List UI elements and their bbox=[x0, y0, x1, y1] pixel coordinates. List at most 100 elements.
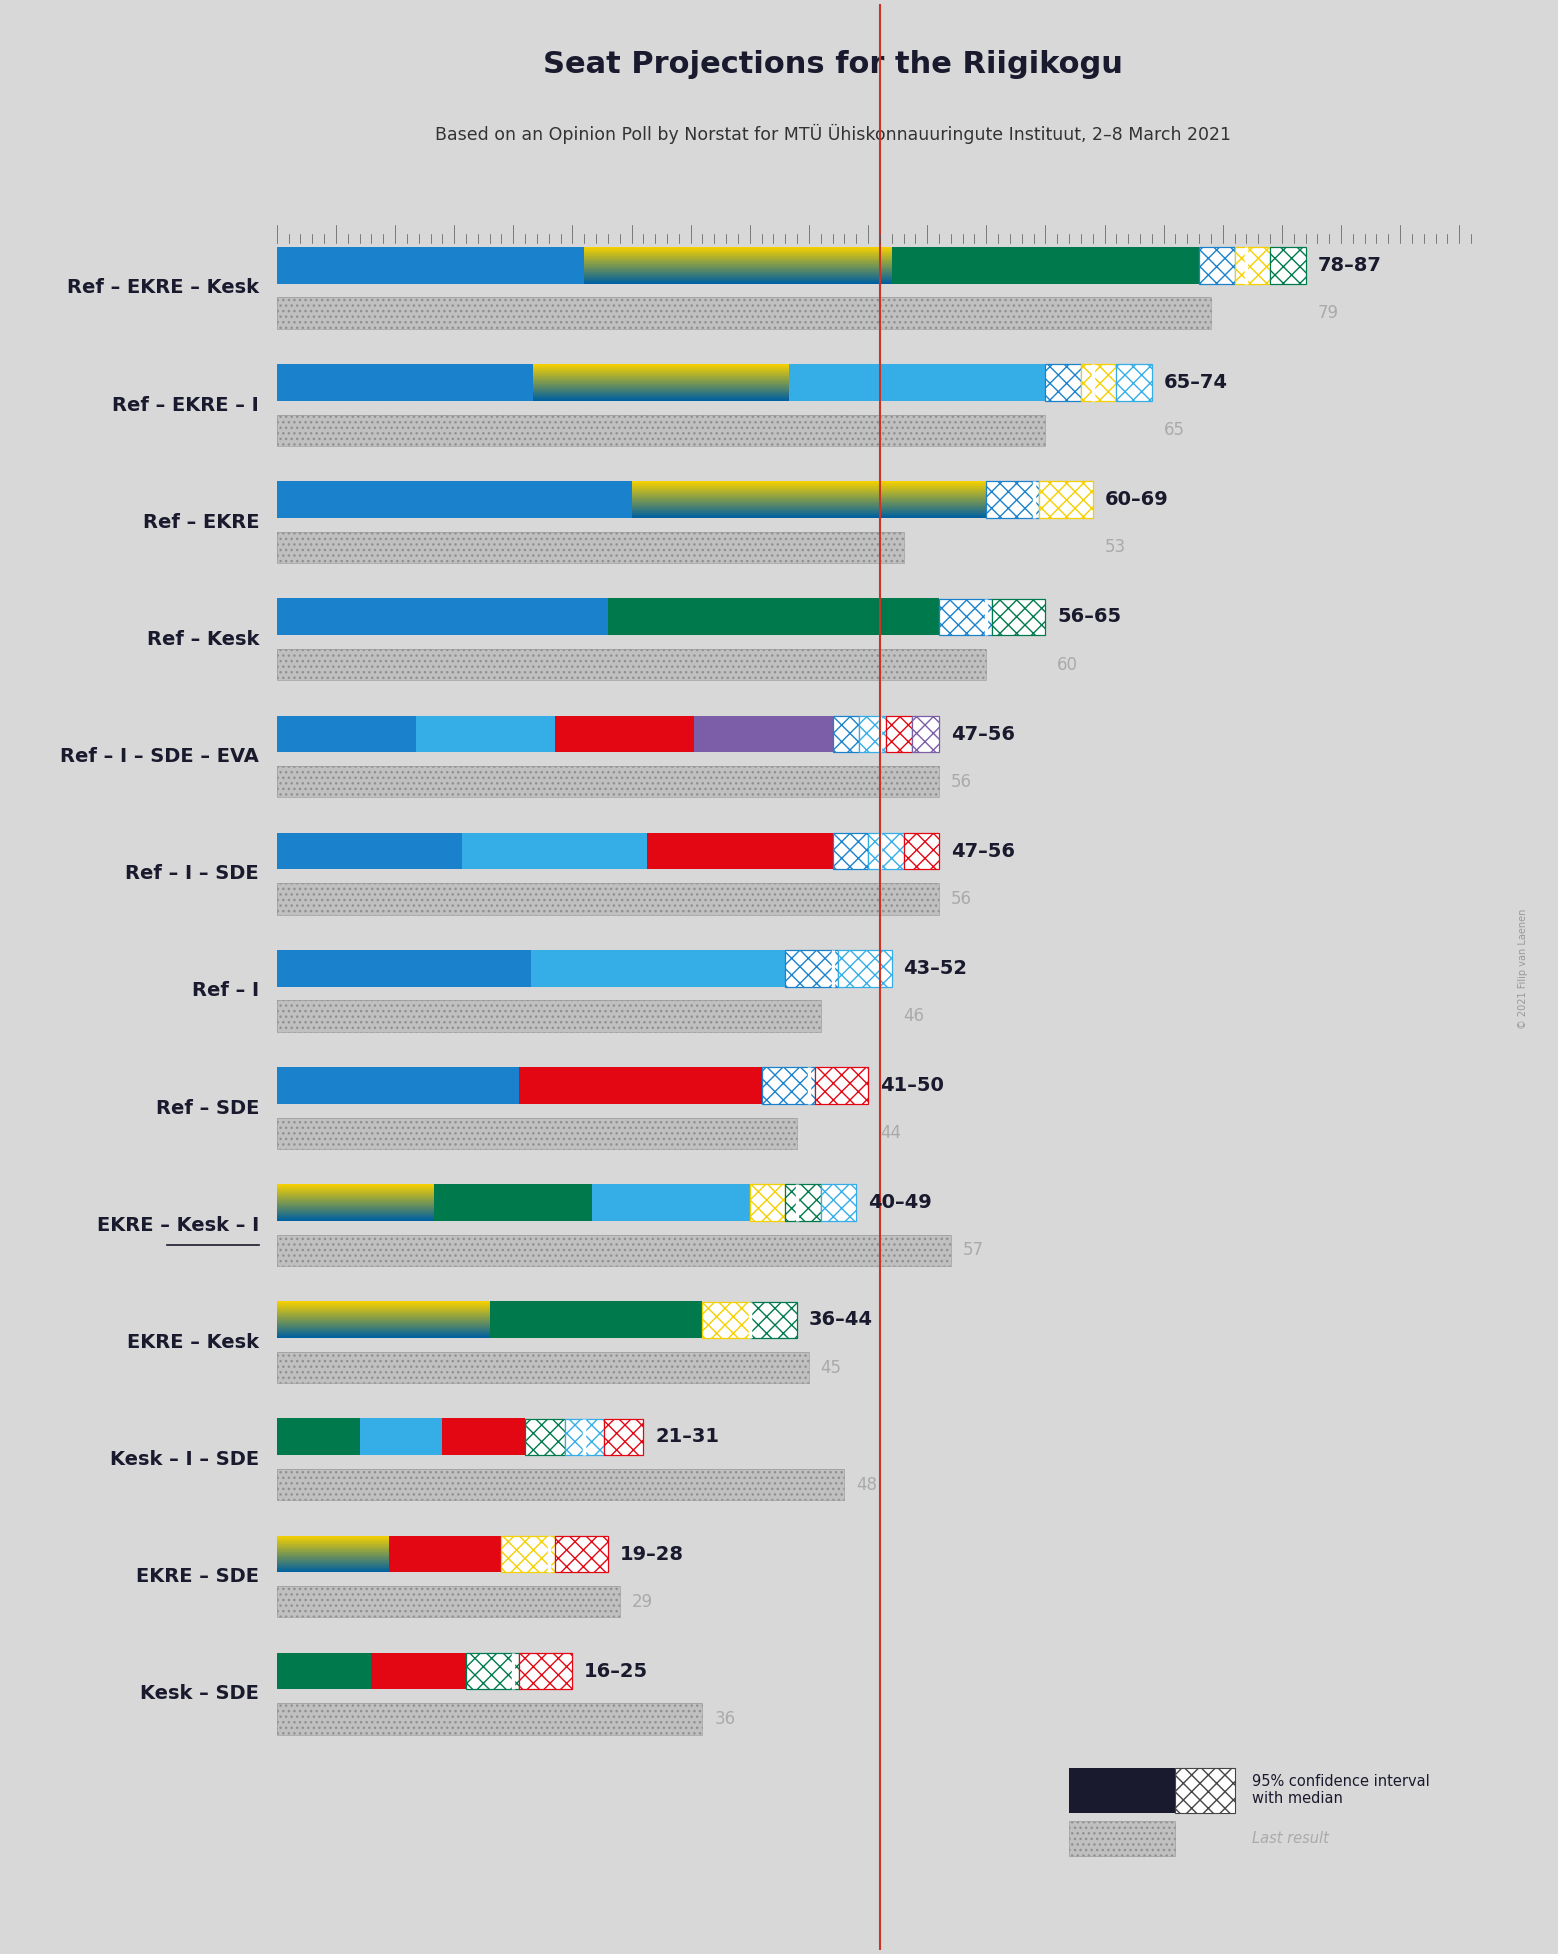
Bar bbox=[277, 883, 939, 914]
Bar bbox=[277, 297, 1211, 328]
Text: 44: 44 bbox=[880, 1124, 901, 1143]
Bar bbox=[785, 950, 838, 987]
Bar bbox=[277, 1587, 620, 1618]
Bar bbox=[277, 414, 1045, 446]
Text: Seat Projections for the Riigikogu: Seat Projections for the Riigikogu bbox=[542, 51, 1122, 80]
Bar bbox=[858, 715, 887, 752]
Bar bbox=[277, 1000, 821, 1032]
Text: Based on an Opinion Poll by Norstat for MTÜ Ühiskonnauuringute Instituut, 2–8 Ma: Based on an Opinion Poll by Norstat for … bbox=[435, 125, 1231, 145]
Bar bbox=[277, 649, 986, 680]
Bar bbox=[939, 598, 992, 635]
Text: 53: 53 bbox=[1105, 539, 1125, 557]
Text: Ref – I – SDE: Ref – I – SDE bbox=[126, 864, 259, 883]
Bar bbox=[277, 649, 986, 680]
Bar bbox=[605, 1419, 643, 1456]
Text: 40–49: 40–49 bbox=[868, 1194, 932, 1211]
Bar bbox=[868, 832, 904, 870]
Text: © 2021 Filip van Laenen: © 2021 Filip van Laenen bbox=[1519, 909, 1528, 1028]
Text: 36: 36 bbox=[714, 1710, 735, 1727]
Bar bbox=[277, 1352, 809, 1383]
Bar bbox=[1039, 481, 1092, 518]
Bar bbox=[277, 1000, 821, 1032]
Bar bbox=[564, 1419, 605, 1456]
Text: 78–87: 78–87 bbox=[1318, 256, 1382, 276]
Text: Last result: Last result bbox=[1253, 1831, 1329, 1847]
Text: 60–69: 60–69 bbox=[1105, 490, 1168, 510]
Bar bbox=[277, 1352, 809, 1383]
Bar bbox=[762, 1067, 815, 1104]
Text: 65–74: 65–74 bbox=[1164, 373, 1228, 393]
Text: Ref – EKRE – Kesk: Ref – EKRE – Kesk bbox=[67, 279, 259, 297]
Text: EKRE – Kesk – I: EKRE – Kesk – I bbox=[97, 1215, 259, 1235]
Bar bbox=[887, 715, 913, 752]
Text: EKRE – Kesk: EKRE – Kesk bbox=[128, 1333, 259, 1352]
Bar bbox=[832, 832, 868, 870]
Bar bbox=[277, 1704, 703, 1735]
Bar bbox=[1234, 246, 1270, 283]
Text: 60: 60 bbox=[1058, 657, 1078, 674]
Bar bbox=[838, 950, 891, 987]
Bar bbox=[277, 1235, 950, 1266]
Bar bbox=[1175, 1768, 1234, 1813]
Bar bbox=[277, 1587, 620, 1618]
Text: 21–31: 21–31 bbox=[656, 1428, 720, 1446]
Bar bbox=[466, 1653, 519, 1690]
Text: 36–44: 36–44 bbox=[809, 1311, 872, 1329]
Bar bbox=[986, 481, 1039, 518]
Bar bbox=[832, 715, 858, 752]
Bar bbox=[749, 1184, 785, 1221]
Text: 29: 29 bbox=[631, 1593, 653, 1610]
Text: Ref – EKRE: Ref – EKRE bbox=[143, 512, 259, 531]
Bar bbox=[749, 1301, 798, 1338]
Bar bbox=[821, 1184, 857, 1221]
Bar bbox=[992, 598, 1045, 635]
Bar bbox=[1069, 1821, 1175, 1856]
Text: 46: 46 bbox=[904, 1006, 924, 1026]
Text: 47–56: 47–56 bbox=[950, 842, 1014, 860]
Bar bbox=[815, 1067, 868, 1104]
Text: Ref – EKRE – I: Ref – EKRE – I bbox=[112, 395, 259, 414]
Bar bbox=[277, 531, 904, 563]
Text: 19–28: 19–28 bbox=[620, 1544, 684, 1563]
Text: 79: 79 bbox=[1318, 305, 1338, 322]
Text: EKRE – SDE: EKRE – SDE bbox=[136, 1567, 259, 1587]
Bar bbox=[785, 1184, 821, 1221]
Bar bbox=[277, 883, 939, 914]
Bar bbox=[904, 832, 939, 870]
Text: 56: 56 bbox=[950, 772, 972, 791]
Text: Ref – SDE: Ref – SDE bbox=[156, 1098, 259, 1118]
Bar bbox=[277, 1118, 798, 1149]
Text: 16–25: 16–25 bbox=[584, 1661, 648, 1680]
Bar bbox=[277, 766, 939, 797]
Text: 95% confidence interval
with median: 95% confidence interval with median bbox=[1253, 1774, 1430, 1805]
Bar bbox=[1200, 246, 1234, 283]
Bar bbox=[519, 1653, 572, 1690]
Text: Ref – I: Ref – I bbox=[192, 981, 259, 1000]
Text: Ref – Kesk: Ref – Kesk bbox=[146, 629, 259, 649]
Text: 56–65: 56–65 bbox=[1058, 608, 1122, 627]
Bar bbox=[277, 1469, 844, 1501]
Text: Ref – I – SDE – EVA: Ref – I – SDE – EVA bbox=[61, 746, 259, 766]
Bar bbox=[703, 1301, 749, 1338]
Bar bbox=[1069, 1768, 1175, 1813]
Bar bbox=[277, 297, 1211, 328]
Bar bbox=[913, 715, 939, 752]
Text: 48: 48 bbox=[857, 1475, 877, 1493]
Text: Kesk – I – SDE: Kesk – I – SDE bbox=[111, 1450, 259, 1469]
Bar bbox=[502, 1536, 555, 1573]
Bar bbox=[277, 1469, 844, 1501]
Bar bbox=[277, 1235, 950, 1266]
Bar bbox=[277, 1704, 703, 1735]
Bar bbox=[1117, 363, 1151, 401]
Bar bbox=[1081, 363, 1117, 401]
Bar bbox=[277, 766, 939, 797]
Bar bbox=[1045, 363, 1081, 401]
Bar bbox=[525, 1419, 564, 1456]
Bar bbox=[555, 1536, 608, 1573]
Bar bbox=[277, 531, 904, 563]
Text: 47–56: 47–56 bbox=[950, 725, 1014, 744]
Text: 56: 56 bbox=[950, 889, 972, 909]
Text: 45: 45 bbox=[821, 1358, 841, 1376]
Text: 43–52: 43–52 bbox=[904, 959, 968, 977]
Bar bbox=[277, 414, 1045, 446]
